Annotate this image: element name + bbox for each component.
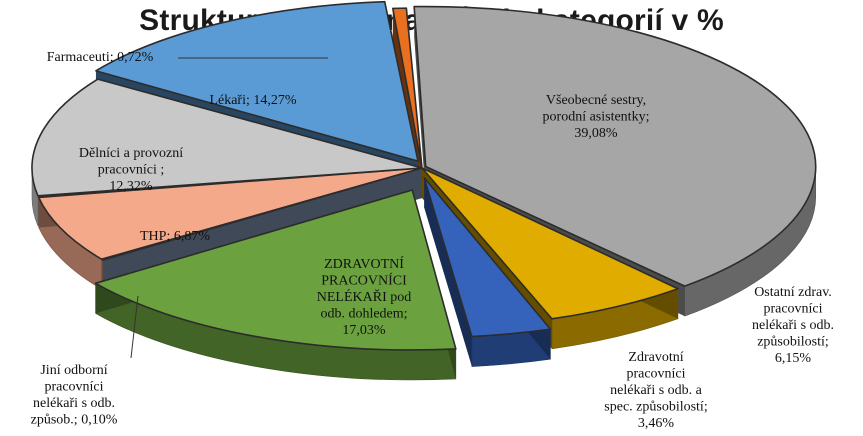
pie-slice-3 xyxy=(94,189,457,351)
pie-labels: Všeobecné sestry, porodní asistentky; 39,0… xyxy=(31,50,834,431)
slice-label-7: Lékaři; 14,27% xyxy=(209,93,296,108)
pie-slice-5 xyxy=(37,167,423,260)
slice-label-6: Dělníci a provozní pracovníci ; 12,32% xyxy=(79,146,183,194)
slice-label-1: Ostatní zdrav. pracovníci nelékaři s odb. z… xyxy=(752,285,834,366)
pie-slice-0 xyxy=(413,5,817,287)
slice-label-4: Jiní odborní pracovníci nelékaři s odb. způ… xyxy=(31,363,118,428)
slice-label-8: Farmaceuti; 0,72% xyxy=(47,50,154,65)
pie-slice-face-2-1 xyxy=(424,177,472,367)
slice-label-5: THP; 6,87% xyxy=(140,229,210,244)
pie-slice-2 xyxy=(423,176,552,338)
pie-slice-1 xyxy=(421,167,679,320)
slice-label-0: Všeobecné sestry, porodní asistentky; 39,0… xyxy=(543,93,650,141)
leader-line-4 xyxy=(130,295,139,359)
pie-slice-8 xyxy=(392,7,423,169)
pie-slice-7 xyxy=(95,0,419,162)
slice-label-2: Zdravotní pracovníci nelékaři s odb. a spec… xyxy=(604,350,707,431)
pie-slice-6 xyxy=(31,78,423,197)
slice-label-3: ZDRAVOTNÍ PRACOVNÍCI NELÉKAŘI pod odb. dohl… xyxy=(317,255,412,338)
pie-top-layer xyxy=(31,0,817,351)
